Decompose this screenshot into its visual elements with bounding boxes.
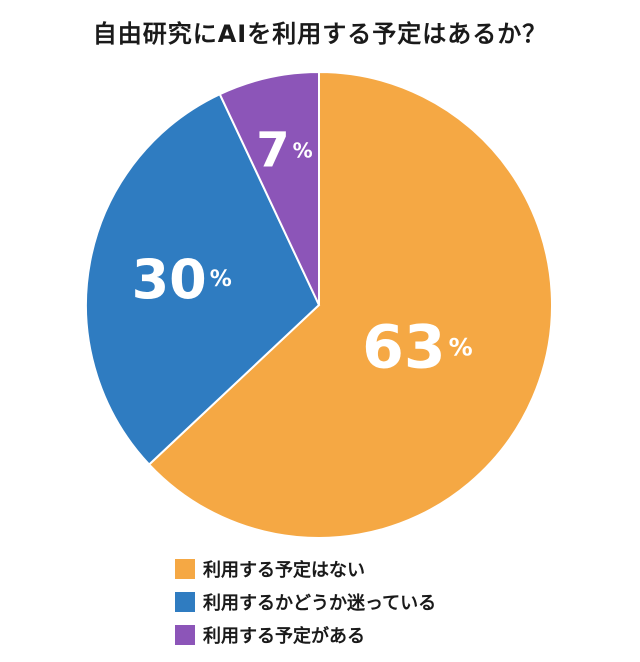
legend-swatch	[175, 558, 195, 579]
pie-data-labels: 63 % 30 % 7%	[132, 122, 473, 382]
legend-item-plan: 利用する予定がある	[175, 618, 436, 651]
legend-label: 利用する予定はない	[203, 559, 365, 581]
pie-data-label: 7%	[256, 122, 312, 178]
chart-title: 自由研究にAIを利用する予定はあるか？	[92, 20, 548, 48]
legend-label: 利用する予定がある	[203, 625, 365, 647]
pie-slice	[147, 70, 553, 539]
pie-slices	[85, 70, 553, 539]
legend-item-no-plan: 利用する予定はない	[175, 552, 436, 585]
chart-legend: 利用する予定はない 利用するかどうか迷っている 利用する予定がある	[175, 552, 436, 651]
pie-data-label: 63%	[362, 313, 473, 383]
legend-item-undecided: 利用するかどうか迷っている	[175, 585, 436, 618]
legend-swatch	[175, 624, 195, 645]
pie-slice	[85, 92, 321, 466]
pie-slice	[218, 70, 320, 306]
legend-label: 利用するかどうか迷っている	[203, 592, 437, 614]
pie-data-label: 30%	[132, 247, 232, 310]
legend-swatch	[175, 591, 195, 612]
